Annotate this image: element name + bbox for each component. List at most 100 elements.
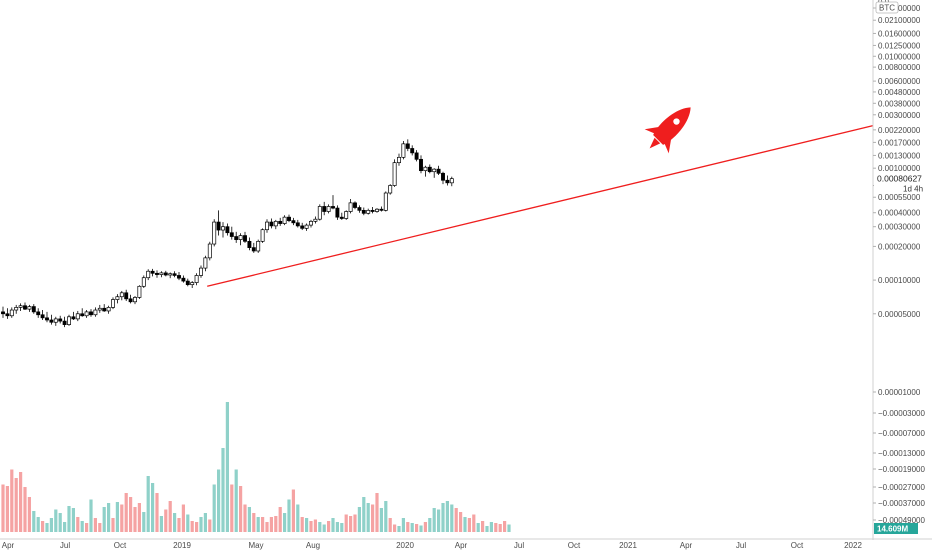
candle	[93, 307, 98, 317]
volume-axis: −0.00003000 −0.00007000 −0.00013000 −0.0001…	[873, 409, 925, 534]
candle-body	[353, 202, 357, 208]
candle-body	[181, 277, 186, 282]
volume-bar	[98, 523, 102, 532]
trendline-group[interactable]	[207, 125, 874, 287]
time-axis[interactable]: Apr Jul Oct 2019 May Aug 2020 Apr Jul Oct 2021 Apr J…	[0, 538, 932, 550]
candle-body	[366, 209, 371, 214]
candle-body	[163, 272, 168, 276]
volume-bar	[379, 508, 383, 532]
candle	[423, 165, 428, 177]
candle	[128, 294, 133, 304]
candle	[185, 278, 190, 287]
candle	[397, 153, 401, 166]
candle	[9, 307, 14, 318]
volume-tick-label: −0.00007000	[878, 429, 925, 438]
candle-body	[326, 206, 331, 212]
candle	[322, 201, 327, 216]
volume-bar	[120, 504, 124, 532]
volume-bar	[454, 508, 458, 532]
candle	[287, 214, 291, 223]
price-tick-label: 0.00010000	[878, 276, 921, 285]
candle	[445, 175, 450, 186]
candle-body	[155, 272, 159, 275]
candle-body	[93, 309, 98, 316]
candle	[36, 308, 41, 318]
volume-bar	[71, 508, 75, 532]
volume-bar	[327, 521, 331, 532]
candle	[361, 207, 366, 216]
candle	[207, 241, 212, 261]
candle-body	[339, 216, 344, 219]
candle	[40, 310, 45, 320]
candle-body	[348, 202, 353, 212]
volume-bar	[415, 524, 419, 532]
trendline[interactable]	[207, 125, 874, 287]
candle-body	[31, 306, 36, 313]
candle	[203, 255, 208, 272]
volume-bar	[41, 521, 45, 532]
currency-badge-label[interactable]: BTC	[879, 4, 895, 13]
candle-body	[423, 166, 428, 172]
currency-badge[interactable]	[875, 1, 899, 14]
candle	[229, 226, 234, 240]
volume-bar	[203, 513, 207, 532]
volume-tick-label: −0.00037000	[878, 499, 925, 508]
volume-tick-label: −0.00019000	[878, 465, 925, 474]
time-axis-label: 2022	[844, 541, 862, 550]
volume-bar	[489, 522, 493, 532]
candle-body	[317, 206, 322, 220]
volume-bar	[507, 524, 511, 532]
candle-body	[238, 235, 243, 240]
candle-body	[115, 296, 120, 300]
volume-bar	[89, 499, 93, 532]
volume-bar	[164, 509, 168, 532]
candle	[23, 302, 27, 311]
candle	[375, 208, 379, 213]
candle	[194, 273, 199, 286]
time-axis-label: Oct	[114, 541, 127, 550]
candle	[392, 159, 397, 187]
candle-body	[194, 275, 199, 283]
candle-body	[18, 305, 23, 308]
time-axis-label: 2019	[173, 541, 191, 550]
candle	[282, 215, 287, 226]
candle-body	[49, 319, 54, 323]
volume-bar	[340, 523, 344, 532]
candle	[58, 315, 63, 324]
volume-bar	[159, 516, 163, 532]
volume-bar	[168, 501, 172, 532]
candle-body	[344, 211, 349, 219]
volume-bar	[335, 522, 339, 532]
time-axis-label: May	[248, 541, 263, 550]
candle-body	[256, 240, 261, 252]
volume-bar	[476, 523, 480, 532]
candle	[449, 176, 454, 187]
candle	[273, 219, 278, 230]
candle-body	[419, 158, 423, 172]
candle	[313, 216, 318, 224]
price-tick-label: 0.02700000	[878, 4, 921, 13]
current-price-label: 0.00080627	[877, 174, 922, 184]
candle	[238, 233, 243, 246]
volume-bar	[173, 513, 177, 532]
candle	[212, 219, 217, 247]
volume-bar	[423, 522, 427, 532]
volume-bar	[54, 509, 58, 532]
candle-body	[322, 206, 327, 212]
volume-tick-label: −0.00027000	[878, 483, 925, 492]
candle	[163, 270, 168, 277]
candle	[427, 164, 432, 174]
time-axis-label: Jul	[60, 541, 70, 550]
candle	[155, 270, 159, 278]
candle-body	[150, 270, 155, 274]
candle-body	[111, 299, 115, 308]
volume-bar	[309, 521, 313, 532]
candle	[45, 311, 49, 323]
candle-body	[282, 216, 287, 224]
countdown-label: 1d 4h	[903, 185, 923, 194]
price-tick-label: 0.00480000	[878, 88, 921, 97]
candle-body	[199, 267, 203, 276]
price-axis[interactable]: 0.02700000 0.02100000 0.01600000 0.01250000…	[872, 0, 932, 540]
volume-bar	[217, 469, 221, 532]
